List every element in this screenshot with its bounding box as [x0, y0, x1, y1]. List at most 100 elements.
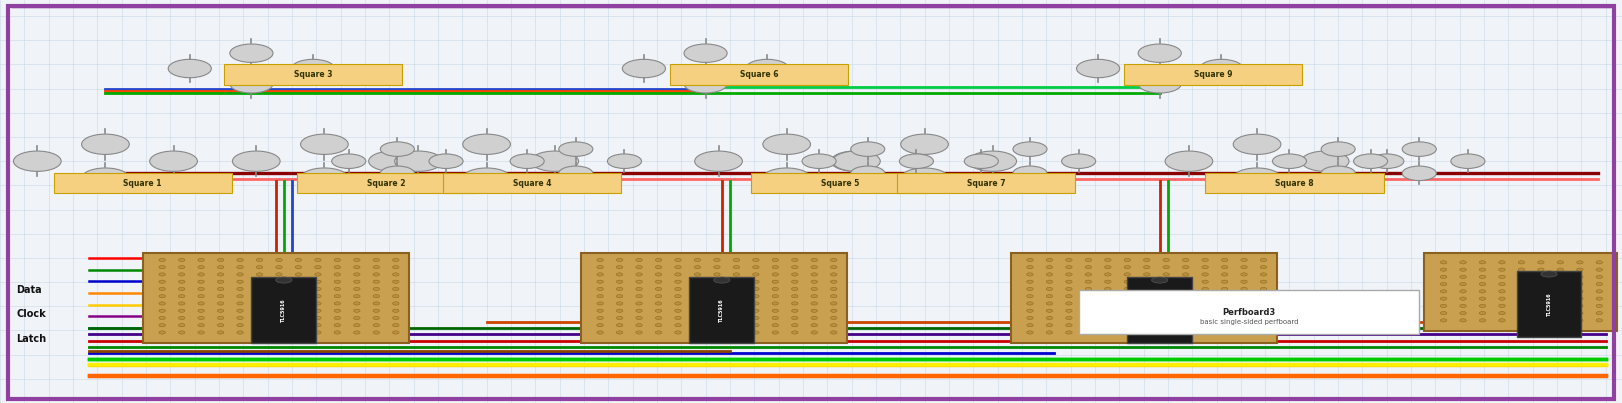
Ellipse shape	[900, 168, 949, 188]
FancyBboxPatch shape	[54, 173, 232, 193]
Ellipse shape	[1440, 297, 1447, 300]
Ellipse shape	[1066, 309, 1072, 312]
Ellipse shape	[1460, 312, 1466, 315]
Ellipse shape	[1163, 273, 1169, 276]
Ellipse shape	[1046, 309, 1053, 312]
Ellipse shape	[1452, 154, 1486, 168]
Ellipse shape	[368, 151, 417, 171]
Ellipse shape	[334, 324, 341, 327]
Ellipse shape	[373, 258, 380, 262]
Ellipse shape	[1144, 295, 1150, 298]
Ellipse shape	[1440, 275, 1447, 278]
Ellipse shape	[616, 324, 623, 327]
Ellipse shape	[1221, 295, 1228, 298]
Ellipse shape	[295, 331, 302, 334]
Ellipse shape	[354, 302, 360, 305]
Ellipse shape	[1027, 316, 1033, 320]
Ellipse shape	[1596, 261, 1603, 264]
Ellipse shape	[792, 316, 798, 320]
Ellipse shape	[354, 266, 360, 269]
Ellipse shape	[1144, 273, 1150, 276]
Ellipse shape	[237, 287, 243, 291]
Ellipse shape	[714, 302, 720, 305]
Ellipse shape	[772, 324, 779, 327]
Ellipse shape	[1518, 290, 1525, 293]
Ellipse shape	[354, 273, 360, 276]
Ellipse shape	[198, 287, 204, 291]
Ellipse shape	[276, 287, 282, 291]
Ellipse shape	[1152, 277, 1168, 283]
Ellipse shape	[1518, 268, 1525, 271]
Ellipse shape	[354, 287, 360, 291]
Ellipse shape	[616, 295, 623, 298]
Ellipse shape	[1144, 331, 1150, 334]
FancyBboxPatch shape	[1011, 253, 1277, 343]
Ellipse shape	[198, 266, 204, 269]
Ellipse shape	[1124, 309, 1131, 312]
Ellipse shape	[1163, 280, 1169, 283]
Ellipse shape	[1479, 275, 1486, 278]
Ellipse shape	[237, 324, 243, 327]
Ellipse shape	[675, 331, 681, 334]
Ellipse shape	[1124, 295, 1131, 298]
Ellipse shape	[1221, 258, 1228, 262]
Ellipse shape	[1085, 273, 1092, 276]
Ellipse shape	[900, 134, 949, 154]
Ellipse shape	[354, 258, 360, 262]
Ellipse shape	[772, 295, 779, 298]
Ellipse shape	[1221, 280, 1228, 283]
Ellipse shape	[832, 151, 881, 171]
Ellipse shape	[1066, 316, 1072, 320]
Ellipse shape	[830, 151, 879, 171]
Ellipse shape	[373, 324, 380, 327]
Ellipse shape	[1369, 154, 1405, 168]
Ellipse shape	[334, 295, 341, 298]
Ellipse shape	[276, 280, 282, 283]
Ellipse shape	[714, 316, 720, 320]
Ellipse shape	[354, 309, 360, 312]
Ellipse shape	[1440, 319, 1447, 322]
Ellipse shape	[1144, 258, 1150, 262]
Ellipse shape	[1460, 304, 1466, 307]
Ellipse shape	[1124, 266, 1131, 269]
Ellipse shape	[1124, 331, 1131, 334]
Ellipse shape	[295, 316, 302, 320]
Ellipse shape	[753, 331, 759, 334]
Ellipse shape	[1027, 324, 1033, 327]
Ellipse shape	[393, 273, 399, 276]
Ellipse shape	[1165, 151, 1213, 171]
Ellipse shape	[1499, 304, 1505, 307]
Ellipse shape	[1124, 258, 1131, 262]
Ellipse shape	[159, 280, 165, 283]
Text: Latch: Latch	[16, 334, 47, 343]
Ellipse shape	[1241, 280, 1247, 283]
Ellipse shape	[1241, 287, 1247, 291]
Ellipse shape	[792, 266, 798, 269]
Ellipse shape	[597, 309, 603, 312]
Ellipse shape	[636, 273, 642, 276]
Ellipse shape	[684, 44, 727, 62]
Ellipse shape	[714, 258, 720, 262]
Ellipse shape	[393, 287, 399, 291]
Ellipse shape	[1241, 258, 1247, 262]
Ellipse shape	[217, 324, 224, 327]
FancyBboxPatch shape	[1124, 64, 1302, 85]
Ellipse shape	[1479, 304, 1486, 307]
Ellipse shape	[373, 295, 380, 298]
Ellipse shape	[1221, 331, 1228, 334]
Ellipse shape	[1221, 287, 1228, 291]
Text: Clock: Clock	[16, 310, 45, 319]
Ellipse shape	[636, 280, 642, 283]
Ellipse shape	[1105, 316, 1111, 320]
Ellipse shape	[1460, 283, 1466, 286]
Ellipse shape	[1163, 266, 1169, 269]
Ellipse shape	[1499, 290, 1505, 293]
Ellipse shape	[276, 258, 282, 262]
Ellipse shape	[276, 295, 282, 298]
Ellipse shape	[1085, 266, 1092, 269]
Ellipse shape	[1124, 280, 1131, 283]
Ellipse shape	[830, 273, 837, 276]
Ellipse shape	[1538, 275, 1544, 278]
Ellipse shape	[1144, 316, 1150, 320]
Ellipse shape	[237, 258, 243, 262]
